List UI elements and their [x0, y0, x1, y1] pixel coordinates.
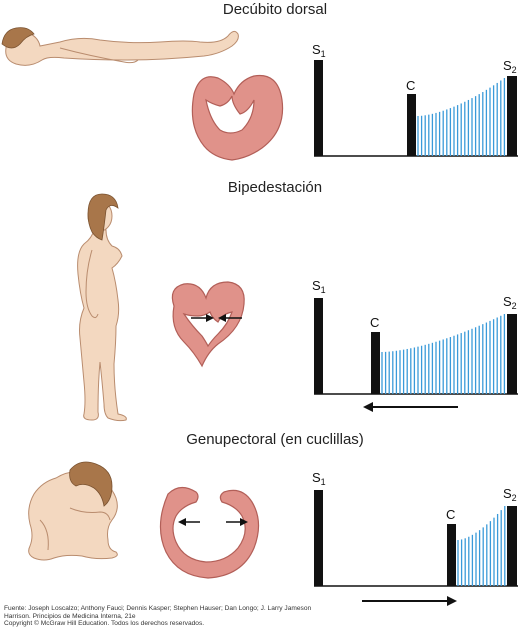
panel-title-standing: Bipedestación [228, 179, 322, 196]
s1-label-supine: S1 [312, 42, 326, 59]
murmur-standing [382, 314, 504, 394]
phonocardiogram-supine: S1 C S2 [312, 42, 518, 156]
s2-label-supine: S2 [503, 58, 517, 75]
phonocardiogram-standing: S1 C S2 [312, 278, 518, 407]
click-label-supine: C [406, 78, 415, 93]
s2-label-squatting: S2 [503, 486, 517, 503]
s1-bar-squatting [314, 490, 323, 586]
panel-title-squatting: Genupectoral (en cuclillas) [186, 431, 364, 448]
source-credit: Fuente: Joseph Loscalzo; Anthony Fauci; … [4, 605, 474, 628]
s2-bar-squatting [507, 506, 517, 586]
phonocardiogram-squatting: S1 C S2 [312, 470, 518, 601]
heart-supine [192, 76, 282, 161]
s1-bar-supine [314, 60, 323, 156]
heart-standing [172, 282, 244, 366]
panel-squatting: Genupectoral (en cuclillas) S1 C S2 [29, 431, 518, 601]
click-label-standing: C [370, 315, 379, 330]
murmur-supine [418, 78, 504, 156]
click-bar-squatting [447, 524, 456, 586]
click-bar-standing [371, 332, 380, 394]
heart-squatting [160, 487, 258, 578]
credit-line-1: Fuente: Joseph Loscalzo; Anthony Fauci; … [4, 605, 474, 613]
figure-supine-person [6, 31, 239, 65]
click-label-squatting: C [446, 507, 455, 522]
panel-standing: Bipedestación S1 C S2 [78, 179, 518, 421]
credit-line-3: Copyright © McGraw Hill Education. Todos… [4, 620, 474, 628]
hair-standing [88, 194, 118, 240]
murmur-squatting [458, 506, 505, 586]
s2-label-standing: S2 [503, 294, 517, 311]
panel-title-supine: Decúbito dorsal [223, 1, 327, 18]
s2-bar-supine [507, 76, 517, 156]
s1-bar-standing [314, 298, 323, 394]
click-bar-supine [407, 94, 416, 156]
s1-label-standing: S1 [312, 278, 326, 295]
panel-supine: Decúbito dorsal S1 C S2 [2, 1, 518, 160]
s2-bar-standing [507, 314, 517, 394]
s1-label-squatting: S1 [312, 470, 326, 487]
